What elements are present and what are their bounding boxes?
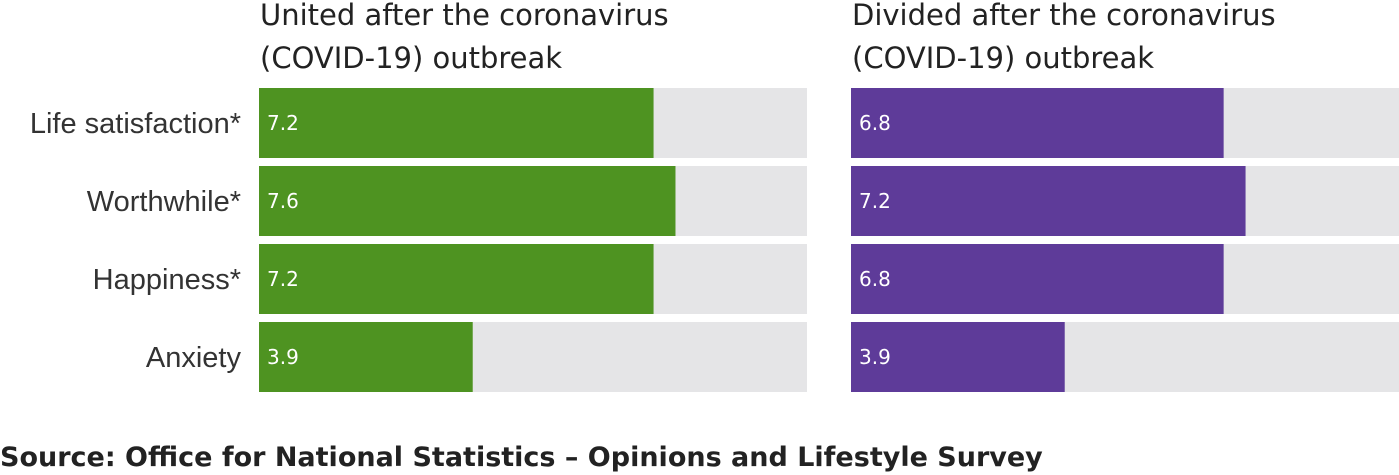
bar-value-label: 6.8 [859, 267, 891, 291]
bar-value-label: 7.2 [859, 189, 891, 213]
bar [259, 322, 473, 392]
bars [259, 88, 1246, 392]
bar-value-label: 7.2 [267, 111, 299, 135]
bar-value-label: 3.9 [859, 345, 891, 369]
value-labels: 7.2 7.6 7.2 3.9 6.8 7.2 6.8 3.9 [267, 111, 891, 369]
bar [851, 244, 1224, 314]
category-label: Life satisfaction* [30, 108, 241, 140]
bar-value-label: 7.2 [267, 267, 299, 291]
source-note: Source: Office for National Statistics –… [0, 442, 1043, 473]
bar [851, 322, 1065, 392]
category-label: Anxiety [146, 342, 242, 374]
category-label: Worthwhile* [87, 186, 241, 218]
bar [259, 244, 654, 314]
panel-title-1-line-2: (COVID-19) outbreak [260, 41, 562, 75]
bar [851, 88, 1224, 158]
bar-value-label: 3.9 [267, 345, 299, 369]
panel-titles: United after the coronavirus (COVID-19) o… [260, 0, 1276, 75]
bar [259, 166, 676, 236]
bar-value-label: 7.6 [267, 189, 299, 213]
panel-title-2-line-1: Divided after the coronavirus [852, 0, 1276, 32]
panel-title-2-line-2: (COVID-19) outbreak [852, 41, 1154, 75]
bar [259, 88, 654, 158]
category-label: Happiness* [93, 264, 241, 296]
bar-value-label: 6.8 [859, 111, 891, 135]
bar [851, 166, 1246, 236]
panel-title-1-line-1: United after the coronavirus [260, 0, 669, 32]
row-labels: Life satisfaction* Worthwhile* Happiness* A… [30, 108, 242, 374]
